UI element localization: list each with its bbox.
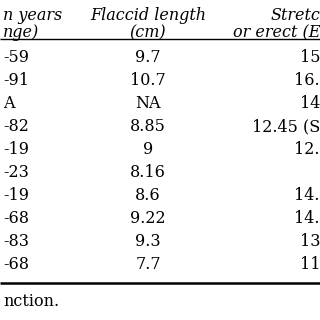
Text: or erect (E: or erect (E — [233, 24, 320, 41]
Text: nction.: nction. — [3, 293, 59, 310]
Text: -19: -19 — [3, 141, 29, 158]
Text: 12.: 12. — [294, 141, 320, 158]
Text: 10.7: 10.7 — [130, 72, 166, 89]
Text: -19: -19 — [3, 187, 29, 204]
Text: 9.7: 9.7 — [135, 49, 161, 66]
Text: 15: 15 — [300, 49, 320, 66]
Text: -68: -68 — [3, 256, 29, 273]
Text: 13: 13 — [300, 233, 320, 250]
Text: Stretc: Stretc — [270, 7, 320, 24]
Text: n years: n years — [3, 7, 62, 24]
Text: 14.: 14. — [294, 187, 320, 204]
Text: 12.45 (S: 12.45 (S — [252, 118, 320, 135]
Text: 8.85: 8.85 — [130, 118, 166, 135]
Text: Flaccid length: Flaccid length — [90, 7, 206, 24]
Text: 14: 14 — [300, 95, 320, 112]
Text: -59: -59 — [3, 49, 29, 66]
Text: -91: -91 — [3, 72, 29, 89]
Text: NA: NA — [135, 95, 161, 112]
Text: 14.: 14. — [294, 210, 320, 227]
Text: 9.22: 9.22 — [130, 210, 166, 227]
Text: -23: -23 — [3, 164, 29, 181]
Text: 9.3: 9.3 — [135, 233, 161, 250]
Text: -83: -83 — [3, 233, 29, 250]
Text: -82: -82 — [3, 118, 29, 135]
Text: 16.: 16. — [294, 72, 320, 89]
Text: 7.7: 7.7 — [135, 256, 161, 273]
Text: -68: -68 — [3, 210, 29, 227]
Text: 11: 11 — [300, 256, 320, 273]
Text: nge): nge) — [3, 24, 39, 41]
Text: A: A — [3, 95, 14, 112]
Text: 9: 9 — [143, 141, 153, 158]
Text: 8.16: 8.16 — [130, 164, 166, 181]
Text: 8.6: 8.6 — [135, 187, 161, 204]
Text: (cm): (cm) — [130, 24, 166, 41]
